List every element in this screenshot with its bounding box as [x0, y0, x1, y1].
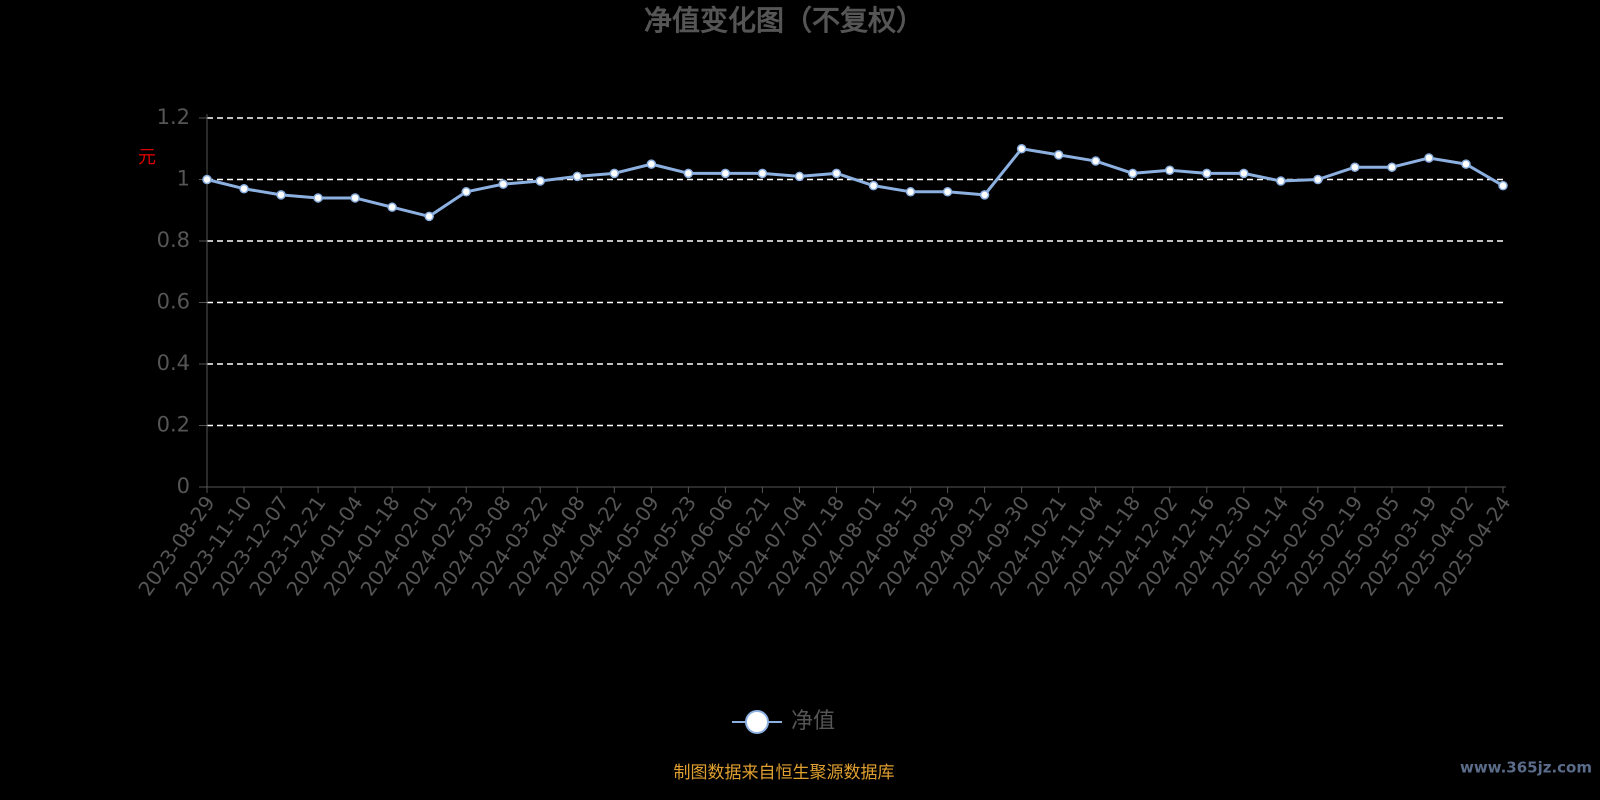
data-point — [868, 180, 879, 191]
data-point — [1387, 162, 1397, 172]
data-point — [1239, 168, 1249, 179]
data-point — [1164, 165, 1175, 176]
data-point — [979, 190, 990, 200]
data-point — [1313, 174, 1323, 185]
y-tick-label: 0.2 — [157, 413, 190, 437]
data-point — [905, 187, 916, 197]
data-point — [572, 171, 583, 182]
data-point — [1461, 159, 1471, 169]
y-tick-label: 1 — [177, 167, 190, 191]
data-point — [794, 171, 805, 182]
data-point — [1498, 180, 1508, 191]
y-tick-label: 0 — [177, 474, 190, 498]
data-point — [350, 193, 360, 203]
data-point — [720, 168, 731, 179]
data-point — [313, 193, 323, 203]
data-point — [1276, 176, 1286, 186]
data-point — [461, 187, 471, 197]
data-point — [757, 168, 768, 179]
data-point — [1016, 144, 1027, 154]
data-point — [1127, 168, 1138, 179]
data-point — [942, 187, 953, 197]
y-tick-label: 0.8 — [157, 228, 190, 252]
data-point — [498, 179, 508, 189]
data-point — [424, 211, 434, 222]
data-point — [276, 190, 286, 200]
data-point — [1350, 162, 1360, 172]
y-tick-label: 0.6 — [157, 290, 190, 314]
data-point — [202, 174, 212, 185]
data-point — [683, 168, 694, 179]
legend-marker — [745, 710, 769, 734]
data-point — [831, 168, 842, 179]
data-point — [1053, 150, 1064, 160]
data-point — [1202, 168, 1212, 179]
y-axis-label: 元 — [138, 147, 156, 168]
watermark: www.365jz.com — [1460, 759, 1592, 777]
chart-title: 净值变化图（不复权） — [644, 4, 924, 37]
data-point — [535, 176, 546, 186]
legend-label: 净值 — [791, 709, 835, 734]
source-note: 制图数据来自恒生聚源数据库 — [674, 763, 895, 783]
y-tick-label: 1.2 — [157, 105, 190, 129]
data-point — [1424, 153, 1434, 163]
data-point — [646, 159, 657, 169]
data-point — [1090, 156, 1101, 166]
data-point — [609, 168, 620, 179]
series-line — [206, 147, 1504, 218]
data-point — [387, 202, 397, 212]
data-point — [239, 183, 249, 194]
y-tick-label: 0.4 — [157, 351, 190, 375]
